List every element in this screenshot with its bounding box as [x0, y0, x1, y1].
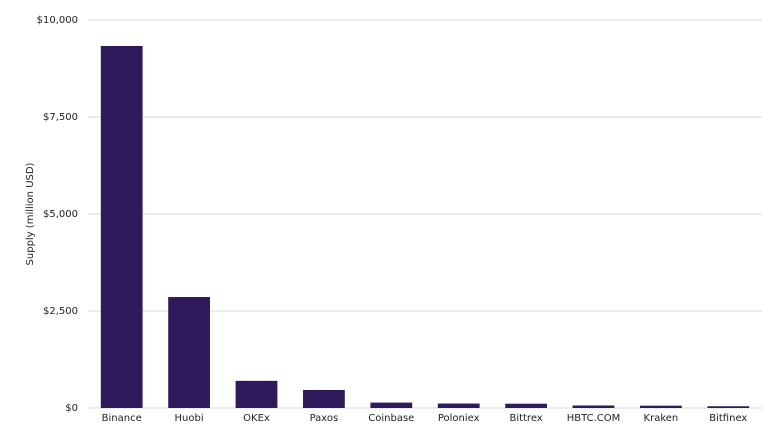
bar: [235, 380, 278, 408]
x-tick-label: Poloniex: [438, 413, 480, 424]
x-tick-label: Bitfinex: [709, 413, 747, 424]
x-tick-label: Coinbase: [368, 413, 414, 424]
y-tick-label: $5,000: [43, 209, 78, 220]
x-tick-label: Bittrex: [509, 413, 542, 424]
x-tick-label: Paxos: [310, 413, 339, 424]
y-tick-label: $0: [65, 403, 78, 414]
bar: [505, 403, 547, 408]
x-tick-label: OKEx: [243, 413, 270, 424]
bar: [100, 45, 143, 408]
x-tick-label: Huobi: [175, 413, 204, 424]
bar: [640, 405, 682, 408]
y-tick-label: $10,000: [37, 15, 78, 26]
x-tick-label: Binance: [102, 413, 142, 424]
bar: [707, 406, 750, 408]
bar: [370, 402, 413, 408]
y-axis-label: Supply (million USD): [25, 162, 36, 265]
bar: [303, 389, 345, 408]
bar: [437, 403, 480, 408]
y-tick-label: $2,500: [43, 306, 78, 317]
y-tick-label: $7,500: [43, 112, 78, 123]
bar: [572, 405, 615, 408]
x-tick-label: HBTC.COM: [567, 413, 621, 424]
bar: [168, 297, 210, 408]
x-tick-label: Kraken: [644, 413, 679, 424]
